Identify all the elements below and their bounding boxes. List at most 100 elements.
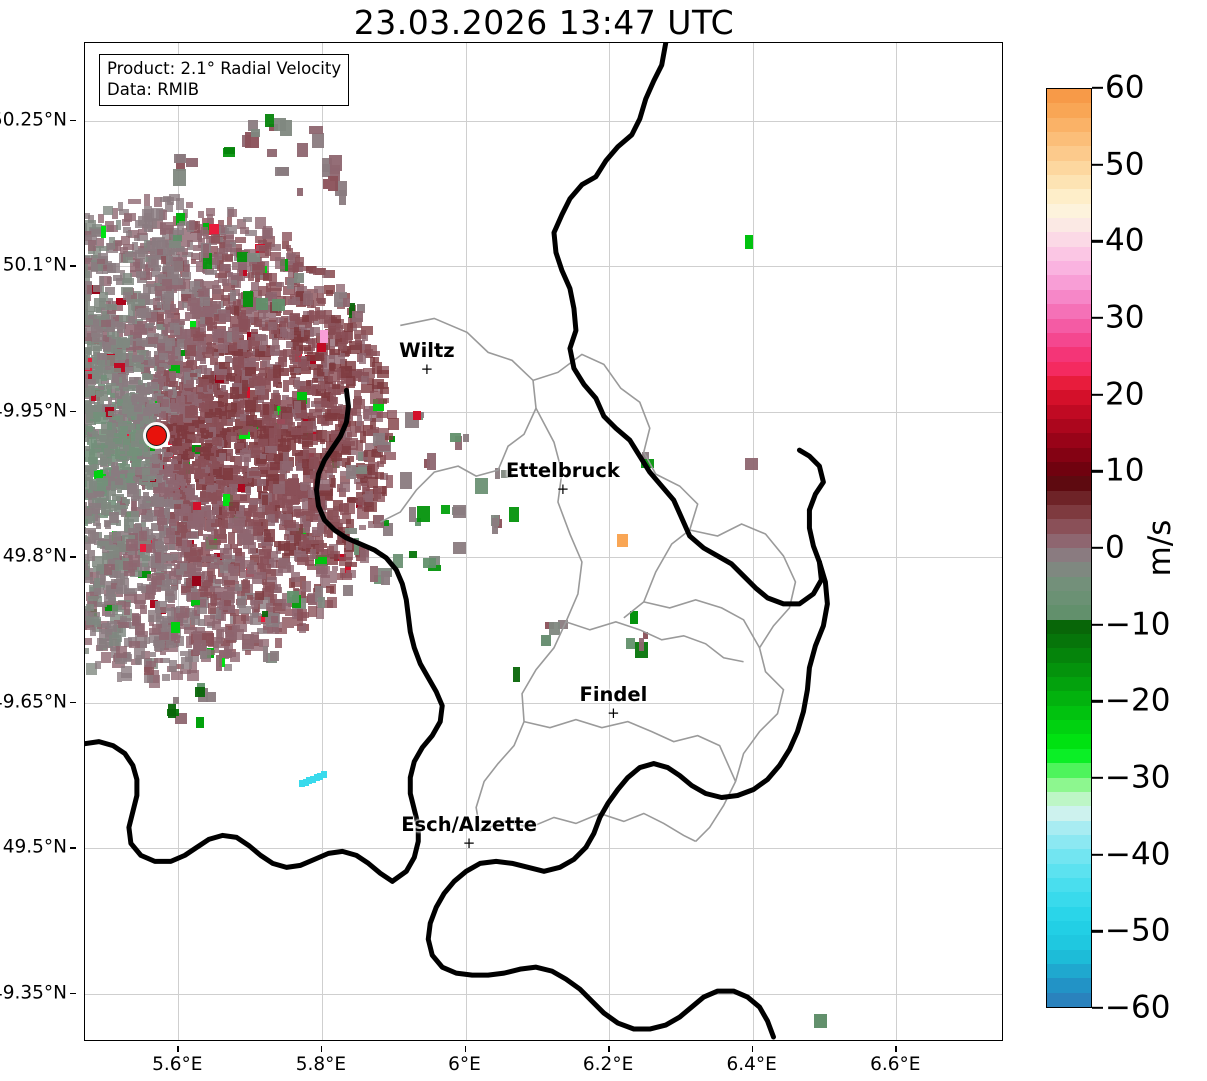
radar-echo-cell: [376, 365, 390, 374]
gridline-horizontal-2: [85, 411, 1002, 413]
radar-echo-cell: [277, 490, 283, 504]
colorbar-band-30: [1047, 519, 1091, 534]
radar-echo-cell: [321, 269, 330, 278]
radar-echo-cell: [124, 592, 137, 604]
radar-echo-cell: [315, 333, 322, 344]
colorbar-band-10: [1047, 232, 1091, 247]
y-tick-label-1: 50.1°N: [2, 254, 67, 276]
radar-echo-cell: [270, 281, 282, 291]
colorbar-tick-label-5: 10: [1105, 452, 1145, 489]
radar-echo-cell: [255, 455, 268, 464]
radar-echo-cell: [271, 337, 279, 349]
y-tick-label-4: 49.65°N: [0, 691, 67, 712]
radar-echo-cell: [115, 220, 122, 231]
radar-echo-cell: [127, 230, 139, 239]
radar-echo-cell: [249, 290, 262, 298]
data-source-line: Data: RMIB: [107, 79, 200, 99]
radar-echo-cell: [112, 274, 123, 282]
radar-echo-cell: [236, 219, 247, 229]
internal-boundaries: [379, 317, 797, 843]
y-tick-label-2: 49.95°N: [0, 400, 67, 422]
radar-echo-cell: [235, 547, 243, 561]
radar-echo-cell: [277, 445, 289, 454]
colorbar-band-17: [1047, 332, 1091, 348]
radar-echo-cell: [285, 340, 297, 349]
gridline-horizontal-6: [85, 993, 1002, 995]
radar-echo-cell: [142, 283, 152, 295]
product-line: Product: 2.1° Radial Velocity: [107, 59, 342, 78]
radar-echo-cell: [251, 548, 265, 556]
colorbar-tick-label-12: −60: [1105, 989, 1171, 1026]
radar-echo-cell: [198, 223, 205, 235]
y-tick-mark-6: [70, 992, 76, 995]
radar-echo-cell: [164, 513, 175, 525]
radar-echo-cell: [85, 489, 89, 499]
radar-echo-cell: [264, 569, 276, 580]
radar-echo-cell: [229, 456, 236, 463]
colorbar-band-9: [1047, 218, 1091, 233]
radar-echo-cell: [190, 321, 197, 329]
radar-echo-cell: [92, 446, 104, 453]
radar-echo-cell: [260, 451, 266, 459]
colorbar-band-22: [1047, 404, 1091, 419]
colorbar: [1046, 88, 1092, 1008]
x-axis: 5.6°E 5.8°E 6°E 6.2°E 6.4°E 6.6°E: [84, 1046, 1003, 1076]
city-name: Wiltz: [399, 338, 455, 362]
radar-echo-cell: [224, 355, 233, 364]
map-borders-layer: [85, 43, 830, 1040]
radar-echo-cell: [254, 217, 266, 230]
radar-echo-cell: [151, 533, 163, 544]
radar-echo-cell: [340, 475, 350, 485]
colorbar-band-60: [1047, 949, 1091, 964]
radar-echo-cell: [110, 393, 120, 399]
radar-echo-cell: [197, 549, 211, 556]
radar-echo-cell: [355, 439, 363, 452]
radar-echo-cell: [204, 614, 216, 626]
x-tick-label-5: 6.6°E: [870, 1054, 921, 1075]
colorbar-tick-label-8: −20: [1105, 682, 1171, 719]
radar-echo-cell: [185, 636, 192, 648]
radar-echo-cell: [251, 328, 258, 335]
radar-echo-cell: [256, 562, 265, 576]
radar-echo-cell: [144, 440, 156, 452]
radar-echo-cell: [90, 587, 98, 593]
colorbar-tick-label-9: −30: [1105, 759, 1171, 796]
colorbar-band-1: [1047, 103, 1091, 118]
colorbar-band-12: [1047, 261, 1091, 276]
radar-echo-cell: [236, 595, 246, 608]
radar-echo-cell: [379, 455, 387, 464]
page-title: 23.03.2026 13:47 UTC: [353, 3, 735, 42]
radar-echo-cell: [93, 306, 101, 312]
colorbar-unit-label: m/s: [1142, 519, 1178, 577]
radar-echo-cell: [362, 368, 376, 379]
radar-echo-cell: [144, 193, 150, 206]
colorbar-band-48: [1047, 777, 1091, 792]
radar-echo-cell: [124, 324, 134, 336]
radar-echo-cell: [257, 535, 264, 542]
radar-echo-cell: [112, 240, 122, 251]
radar-echo-cell: [256, 482, 262, 492]
radar-echo-cell: [170, 313, 180, 322]
colorbar-tick-label-0: 60: [1105, 69, 1145, 106]
city-marker-icon: +: [420, 359, 434, 378]
colorbar-tick-mark-10: [1092, 853, 1103, 856]
radar-echo-cell: [333, 457, 342, 466]
gridline-vertical-4: [752, 43, 754, 1040]
radar-echo-cell: [287, 267, 295, 277]
radar-echo-cell: [99, 275, 105, 287]
colorbar-band-15: [1047, 304, 1091, 319]
colorbar-band-53: [1047, 849, 1091, 864]
radar-echo-cell: [220, 385, 227, 392]
colorbar-tick-mark-8: [1092, 700, 1103, 703]
colorbar-tick-label-6: 0: [1105, 529, 1125, 566]
radar-echo-cell: [200, 542, 209, 549]
radar-echo-cell: [91, 531, 99, 541]
colorbar-band-6: [1047, 175, 1091, 190]
colorbar-band-0: [1047, 89, 1091, 104]
colorbar-tick-label-4: 20: [1105, 376, 1145, 413]
gridline-horizontal-3: [85, 557, 1002, 558]
colorbar-tick-label-2: 40: [1105, 222, 1145, 259]
radar-echo-cell: [170, 557, 182, 564]
radar-echo-cell: [221, 294, 230, 302]
radar-echo-cell: [255, 235, 266, 243]
